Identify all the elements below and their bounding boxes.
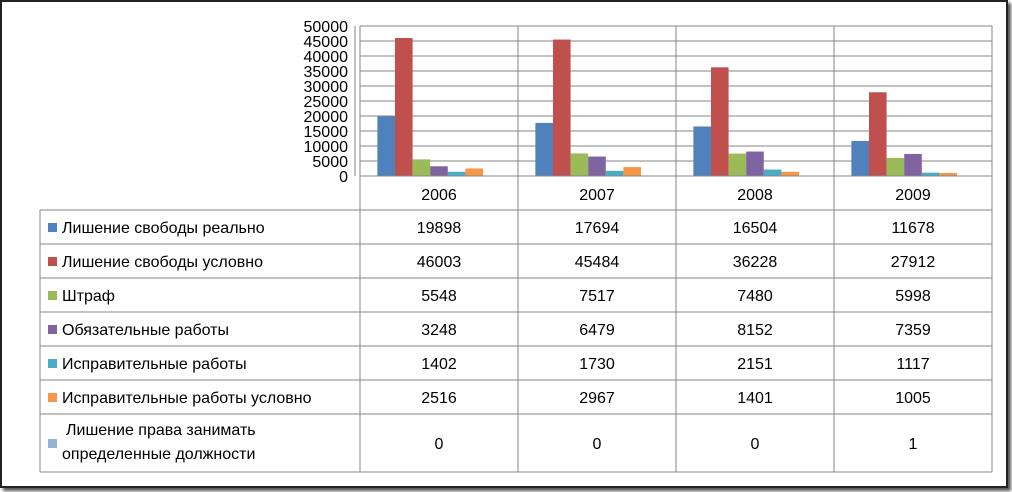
bar-2009-series-2: [868, 92, 887, 176]
y-tick-label: 50000: [304, 19, 349, 36]
legend-label: Лишение права занимать: [66, 422, 256, 439]
data-value-cell: 1401: [737, 390, 773, 407]
y-tick-label: 20000: [304, 109, 349, 126]
legend-key-series-6: [48, 393, 57, 402]
category-label: 2007: [579, 187, 615, 204]
data-value-cell: 1402: [421, 356, 457, 373]
y-tick-label: 40000: [304, 49, 349, 66]
data-value-cell: 2516: [421, 390, 457, 407]
bar-2006-series-6: [465, 168, 484, 176]
bar-2009-series-1: [851, 140, 869, 176]
legend-label: определенные должности: [62, 446, 255, 463]
data-value-cell: 27912: [891, 254, 936, 271]
legend-label: Обязательные работы: [62, 322, 229, 339]
data-value-cell: 17694: [575, 220, 620, 237]
data-value-cell: 1: [909, 436, 918, 453]
legend-key-series-5: [48, 359, 57, 368]
data-value-cell: 7517: [579, 288, 615, 305]
data-value-cell: 1117: [896, 356, 929, 373]
bar-2006-series-5: [447, 171, 466, 176]
bar-2006-series-4: [430, 166, 448, 176]
bar-2006-series-3: [412, 159, 431, 176]
y-tick-label: 45000: [304, 34, 349, 51]
data-value-cell: 6479: [579, 322, 615, 339]
bar-2006-series-2: [394, 37, 413, 177]
legend-label: Исправительные работы условно: [62, 390, 312, 407]
bar-2007-series-1: [535, 122, 553, 176]
category-label: 2006: [421, 187, 457, 204]
category-label: 2008: [737, 187, 773, 204]
legend-key-series-4: [48, 325, 57, 334]
y-tick-label: 35000: [304, 64, 349, 81]
data-value-cell: 7359: [895, 322, 931, 339]
bar-2008-series-5: [763, 169, 782, 176]
bar-chart-with-data-table: 0500010000150002000025000300003500040000…: [39, 19, 993, 473]
legend-key-series-3: [48, 291, 57, 300]
bar-2007-series-2: [552, 39, 571, 176]
bar-2009-series-5: [921, 172, 940, 176]
data-value-cell: 1005: [895, 390, 931, 407]
bar-2008-series-2: [710, 67, 729, 176]
legend-label: Штраф: [62, 288, 115, 305]
data-value-cell: 45484: [575, 254, 620, 271]
y-tick-label: 5000: [312, 154, 348, 171]
data-value-cell: 1730: [579, 356, 615, 373]
y-tick-label: 25000: [304, 94, 349, 111]
category-label: 2009: [895, 187, 931, 204]
y-tick-label: 30000: [304, 79, 349, 96]
bar-2007-series-3: [570, 153, 589, 176]
data-value-cell: 0: [751, 436, 760, 453]
data-value-cell: 2151: [737, 356, 773, 373]
y-tick-label: 15000: [304, 124, 349, 141]
data-value-cell: 3248: [421, 322, 457, 339]
bar-2007-series-6: [623, 167, 642, 176]
bar-2009-series-6: [939, 172, 958, 176]
bar-2008-series-3: [728, 153, 747, 176]
legend-label: Лишение свободы условно: [62, 254, 263, 271]
data-value-cell: 46003: [417, 254, 462, 271]
data-value-cell: 16504: [733, 220, 778, 237]
y-tick-label: 10000: [304, 139, 349, 156]
data-value-cell: 5548: [421, 288, 457, 305]
bar-2006-series-1: [377, 116, 395, 176]
data-value-cell: 5998: [895, 288, 931, 305]
legend-label: Исправительные работы: [62, 356, 247, 373]
y-tick-label: 0: [339, 169, 348, 186]
bar-2007-series-5: [605, 170, 624, 176]
bar-2007-series-4: [588, 156, 606, 176]
data-value-cell: 0: [435, 436, 444, 453]
data-value-cell: 0: [593, 436, 602, 453]
legend-key-series-7: [48, 439, 57, 448]
bar-2009-series-3: [886, 158, 905, 176]
data-value-cell: 7480: [737, 288, 773, 305]
data-value-cell: 2967: [579, 390, 615, 407]
data-value-cell: 19898: [417, 220, 462, 237]
legend-key-series-1: [48, 223, 57, 232]
data-value-cell: 36228: [733, 254, 778, 271]
bar-2009-series-4: [904, 153, 922, 176]
bar-2008-series-6: [781, 171, 800, 176]
bar-2008-series-1: [693, 126, 711, 176]
data-value-cell: 11678: [891, 220, 934, 237]
legend-key-series-2: [48, 257, 57, 266]
legend-label: Лишение свободы реально: [62, 220, 265, 237]
data-value-cell: 8152: [737, 322, 773, 339]
bar-2008-series-4: [746, 151, 764, 176]
